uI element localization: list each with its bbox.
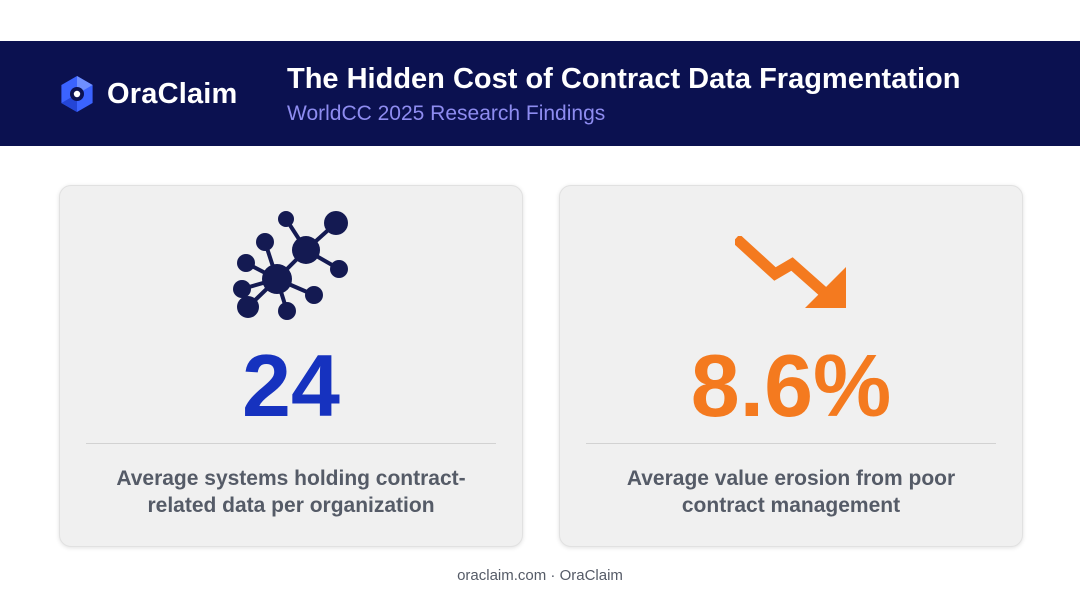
stat-description-line: related data per organization	[147, 494, 435, 517]
page-subtitle: WorldCC 2025 Research Findings	[287, 102, 606, 125]
stat-description-systems: Average systems holding contract- relate…	[90, 465, 492, 519]
oraclaim-logo-icon	[61, 76, 93, 112]
divider	[86, 443, 496, 444]
divider	[586, 443, 996, 444]
trend-down-arrow-icon	[735, 236, 846, 308]
page-title: The Hidden Cost of Contract Data Fragmen…	[287, 63, 961, 95]
stat-description-line: contract management	[681, 494, 901, 517]
stat-description-line: Average systems holding contract-	[116, 467, 466, 490]
stat-description-erosion: Average value erosion from poor contract…	[590, 465, 992, 519]
stat-value-erosion: 8.6%	[690, 336, 892, 435]
logo-text: OraClaim	[107, 77, 238, 110]
brand-logo: OraClaim	[57, 72, 238, 116]
stat-value-systems: 24	[242, 336, 340, 435]
stat-card-value-erosion: 8.6% Average value erosion from poor con…	[559, 185, 1023, 547]
stat-description-line: Average value erosion from poor	[626, 467, 956, 490]
stat-card-systems: 24 Average systems holding contract- rel…	[59, 185, 523, 547]
network-icon	[233, 211, 348, 320]
header-banner: OraClaim The Hidden Cost of Contract Dat…	[0, 41, 1080, 146]
footer-text: oraclaim.com · OraClaim	[457, 567, 623, 584]
